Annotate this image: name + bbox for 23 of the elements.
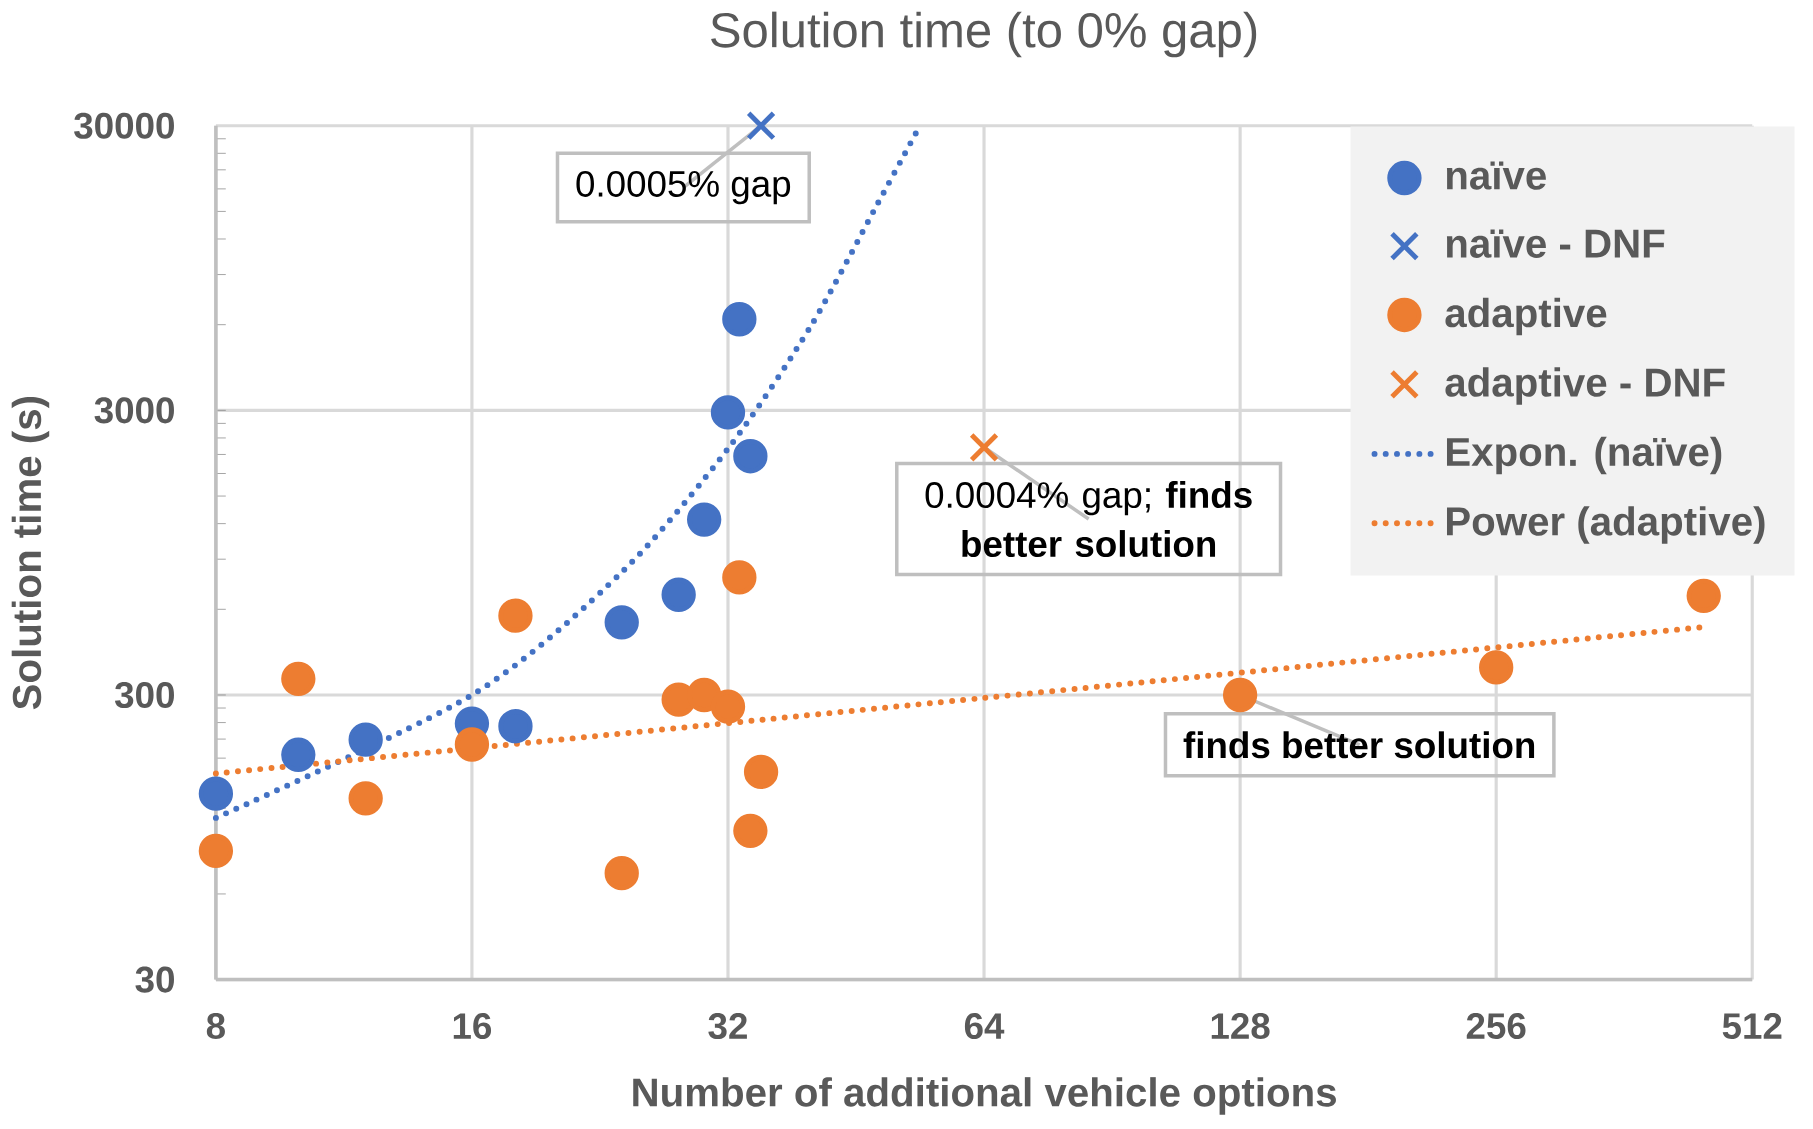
x-tick-label: 256	[1466, 1013, 1526, 1040]
legend-label: Power (adaptive)	[1446, 506, 1765, 544]
x-axis-title: Number of additional vehicle options	[633, 1077, 1336, 1115]
x-tick-label: 512	[1722, 1013, 1782, 1040]
legend-label: adaptive	[1445, 297, 1607, 336]
legend-label: adaptive - DNF	[1445, 367, 1725, 405]
legend-label: naïve - DNF	[1446, 229, 1665, 258]
x-tick-label: 8	[206, 1013, 225, 1040]
y-tick-label: 30000	[74, 112, 174, 139]
y-axis-title: Solution time (s)	[11, 396, 50, 710]
y-tick-label: 30	[135, 966, 174, 993]
y-tick-label: 3000	[94, 397, 174, 424]
x-tick-label: 32	[708, 1013, 747, 1040]
x-tick-label: 128	[1211, 1013, 1270, 1040]
annotation: 0.0004% gap; finds better solution	[925, 481, 1252, 558]
legend-label: Expon. (naïve)	[1446, 436, 1722, 475]
y-tick-label: 300	[114, 681, 174, 709]
x-tick-label: 16	[453, 1013, 492, 1040]
annotation: finds better solution	[1183, 731, 1535, 759]
annotation: 0.0005% gap	[576, 170, 791, 205]
x-tick-label: 64	[964, 1013, 1005, 1040]
legend-label: naïve	[1446, 161, 1546, 190]
chart-title: Solution time (to 0% gap)	[711, 11, 1257, 58]
